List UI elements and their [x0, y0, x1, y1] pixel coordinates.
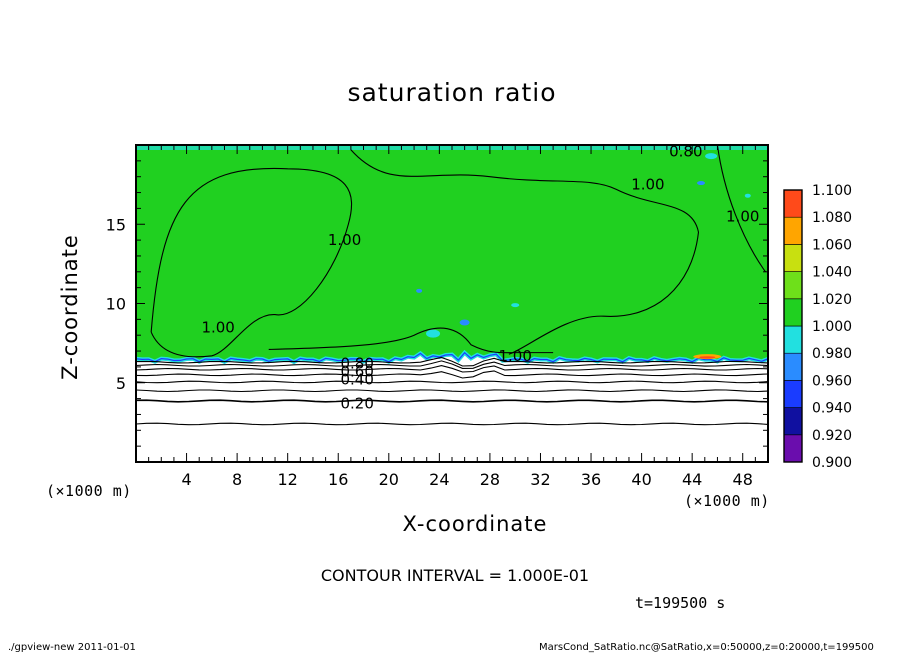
- contour-line: [135, 356, 769, 367]
- colorbar-segment: [783, 380, 803, 408]
- colorbar-segment: [783, 352, 803, 381]
- lower-edge-line: [135, 351, 769, 363]
- x-tick-label: 48: [733, 470, 753, 489]
- contour-label: 0.80: [669, 142, 702, 160]
- contour-line: [135, 380, 769, 384]
- x-tick-label: 36: [581, 470, 601, 489]
- x-tick-label: 40: [631, 470, 651, 489]
- colorbar-segment: [783, 407, 803, 436]
- x-axis-ticks: 4 8 12 16 20 24 28 32 36 40 44 48: [135, 145, 769, 489]
- subsaturated-patch: [416, 288, 423, 293]
- colorbar-frame: [783, 189, 803, 463]
- subsaturated-patch: [744, 193, 751, 198]
- colorbar-label: 0.980: [812, 346, 852, 362]
- x-tick-label: 4: [181, 470, 191, 489]
- contour-label: 1.00: [328, 231, 361, 249]
- colorbar-segment: [783, 216, 803, 245]
- contour-interval: CONTOUR INTERVAL = 1.000E-01: [320, 566, 590, 585]
- contour-line: [150, 167, 352, 358]
- contour-labels: 1.001.001.001.001.000.800.800.600.400.20: [201, 142, 759, 412]
- subsaturated-patch: [459, 319, 470, 326]
- time-stamp: t=199500 s: [635, 594, 726, 612]
- contour-line: [350, 149, 700, 355]
- chart-title: saturation ratio: [347, 78, 557, 107]
- colorbar-label: 0.960: [812, 373, 852, 389]
- contour-lines: [135, 144, 769, 426]
- contour-label: 1.00: [726, 207, 759, 225]
- contour-label: 1.00: [498, 347, 531, 365]
- y-axis-ticks: 5 10 15: [106, 144, 768, 463]
- colorbar-label: 1.040: [812, 265, 852, 281]
- saturated-region: [136, 145, 768, 362]
- x-tick-label: 20: [379, 470, 399, 489]
- colorbar-label: 0.900: [812, 455, 852, 471]
- contour-line: [135, 422, 769, 426]
- subsaturated-patch: [511, 303, 520, 308]
- footer-left: ./gpview-new 2011-01-01: [8, 642, 136, 653]
- colorbar-label: 0.940: [812, 401, 852, 417]
- y-tick-label: 10: [106, 295, 126, 314]
- x-tick-label: 12: [278, 470, 298, 489]
- footer-right: MarsCond_SatRatio.nc@SatRatio,x=0:50000,…: [539, 642, 874, 653]
- supersaturated-core: [699, 356, 716, 359]
- subsaturated-patch: [697, 181, 706, 186]
- colorbar-label: 1.000: [812, 319, 852, 335]
- colorbar-label: 1.080: [812, 210, 852, 226]
- contour-line: [135, 389, 769, 393]
- subsaturated-patch: [705, 153, 718, 160]
- colorbar-segment: [783, 244, 803, 272]
- x-tick-label: 44: [682, 470, 702, 489]
- colorbar-label: 1.100: [812, 183, 852, 199]
- x-tick-label: 24: [429, 470, 449, 489]
- x-axis-label: X-coordinate: [402, 512, 548, 536]
- contour-line: [135, 365, 769, 373]
- y-axis-unit: (×1000 m): [46, 482, 132, 500]
- colorbar-segment: [783, 325, 803, 354]
- x-axis-unit: (×1000 m): [684, 492, 770, 510]
- contour-line: [135, 360, 769, 369]
- subsaturated-patch: [426, 329, 441, 338]
- contour-line: [135, 370, 769, 379]
- contour-line: [716, 144, 766, 273]
- y-tick-label: 15: [106, 215, 126, 234]
- colorbar-segment: [783, 434, 803, 463]
- x-tick-label: 32: [530, 470, 550, 489]
- contour-label: 1.00: [631, 176, 664, 194]
- contour-label: 0.60: [340, 363, 373, 381]
- colorbar-label: 1.020: [812, 292, 852, 308]
- colorbar-label: 1.060: [812, 237, 852, 253]
- contour-line: [135, 399, 769, 403]
- contour-label: 1.00: [201, 318, 234, 336]
- colorbar-segment: [783, 271, 803, 300]
- colorbar-label: 0.920: [812, 428, 852, 444]
- x-tick-label: 8: [232, 470, 242, 489]
- colorbar-segment: [783, 189, 803, 218]
- colorbar: 0.900 0.920 0.940 0.960 0.980 1.000 1.020 1.040…: [783, 183, 852, 471]
- y-tick-label: 5: [116, 374, 126, 393]
- contour-label: 0.20: [340, 394, 373, 412]
- contour-line: [268, 327, 554, 354]
- colorbar-segment: [783, 298, 803, 327]
- contour-label: 0.40: [340, 371, 373, 389]
- x-tick-label: 28: [480, 470, 500, 489]
- y-axis-label: Z-coordinate: [58, 234, 82, 380]
- x-tick-label: 16: [328, 470, 348, 489]
- contour-label: 0.80: [340, 355, 373, 373]
